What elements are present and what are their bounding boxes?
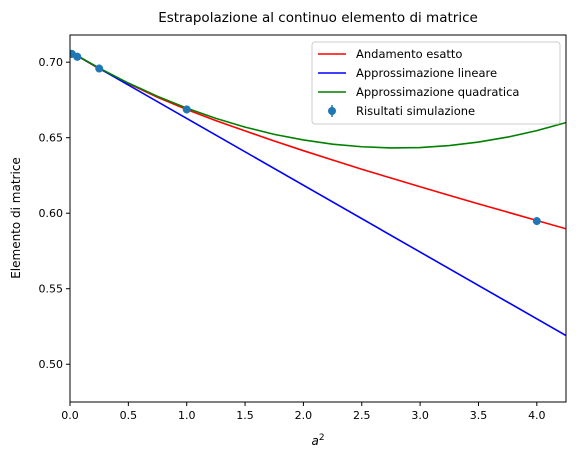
x-tick-label: 2.0 xyxy=(295,409,313,422)
legend-label: Andamento esatto xyxy=(356,47,462,61)
x-axis-ticks: 0.0 0.5 1.0 1.5 2.0 2.5 3.0 3.5 4.0 xyxy=(61,402,546,422)
x-tick-label: 2.5 xyxy=(353,409,371,422)
x-tick-label: 1.0 xyxy=(178,409,196,422)
y-tick-label: 0.50 xyxy=(39,358,64,371)
plot-frame xyxy=(69,34,567,403)
series-line-approssimazione-quadratica xyxy=(70,50,566,149)
legend-label: Approssimazione quadratica xyxy=(356,85,519,99)
x-tick-label: 0.0 xyxy=(61,409,79,422)
series-layer xyxy=(70,49,566,337)
y-tick-label: 0.55 xyxy=(39,283,64,296)
x-tick-label: 1.5 xyxy=(236,409,254,422)
data-point xyxy=(73,52,82,61)
legend-swatch-risultati-simulazione xyxy=(328,107,336,115)
data-point xyxy=(95,64,104,73)
data-point xyxy=(182,105,191,114)
y-axis-ticks: 0.50 0.55 0.60 0.65 0.70 xyxy=(39,56,70,371)
x-axis-label-base: a xyxy=(311,434,318,448)
y-axis-label: Elemento di matrice xyxy=(9,157,23,279)
x-tick-label: 0.5 xyxy=(120,409,138,422)
data-point xyxy=(532,217,541,226)
legend-label: Risultati simulazione xyxy=(356,104,475,118)
legend: Andamento esatto Approssimazione lineare A… xyxy=(311,41,561,125)
x-tick-label: 3.5 xyxy=(470,409,488,422)
x-tick-label: 3.0 xyxy=(411,409,429,422)
legend-label: Approssimazione lineare xyxy=(356,66,497,80)
series-line-approssimazione-lineare xyxy=(70,50,566,337)
y-tick-label: 0.60 xyxy=(39,207,64,220)
y-tick-label: 0.70 xyxy=(39,56,64,69)
x-axis-label-superscript: 2 xyxy=(319,433,325,443)
chart-title: Estrapolazione al continuo elemento di m… xyxy=(158,10,478,26)
x-axis-label: a2 xyxy=(311,433,324,448)
legend-box xyxy=(311,41,561,125)
y-tick-label: 0.65 xyxy=(39,132,64,145)
x-tick-label: 4.0 xyxy=(528,409,546,422)
